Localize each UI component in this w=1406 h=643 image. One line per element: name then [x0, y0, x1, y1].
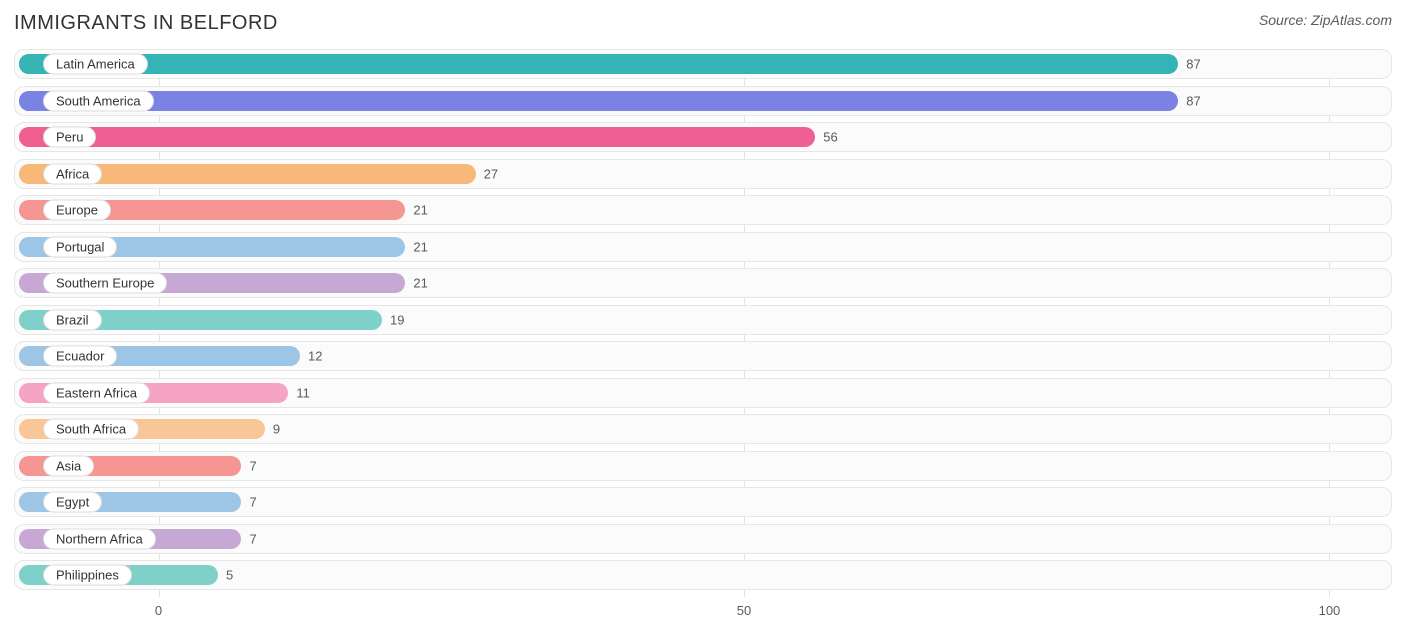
bar — [19, 127, 815, 147]
bar-row: Eastern Africa 11 — [14, 378, 1392, 408]
chart-source: Source: ZipAtlas.com — [1259, 12, 1392, 28]
bar-row: Ecuador 12 — [14, 341, 1392, 371]
bar-value: 7 — [249, 495, 256, 510]
bar-value: 87 — [1186, 93, 1200, 108]
bar-cap — [19, 54, 41, 74]
bar-value: 21 — [413, 276, 427, 291]
bar-row: Egypt 7 — [14, 487, 1392, 517]
bar-value: 7 — [249, 458, 256, 473]
bar-label: Asia — [43, 455, 94, 476]
bar-cap — [19, 164, 41, 184]
bar-value: 12 — [308, 349, 322, 364]
bar-row: Africa 27 — [14, 159, 1392, 189]
chart-rows: Latin America 87 South America 87 Peru 56 Afri… — [14, 49, 1392, 590]
chart-plot: Latin America 87 South America 87 Peru 56 Afri… — [14, 49, 1392, 625]
bar-label: Peru — [43, 127, 96, 148]
bar-cap — [19, 273, 41, 293]
bar-value: 21 — [413, 203, 427, 218]
bar — [19, 91, 1178, 111]
bar-row: Philippines 5 — [14, 560, 1392, 590]
bar-row: Peru 56 — [14, 122, 1392, 152]
bar-cap — [19, 383, 41, 403]
bar-cap — [19, 565, 41, 585]
bar-label: Europe — [43, 200, 111, 221]
bar-cap — [19, 492, 41, 512]
bar-cap — [19, 529, 41, 549]
bar-row: Europe 21 — [14, 195, 1392, 225]
bar-value: 21 — [413, 239, 427, 254]
chart-header: IMMIGRANTS IN BELFORD Source: ZipAtlas.c… — [14, 12, 1392, 35]
bar-row: Portugal 21 — [14, 232, 1392, 262]
bar-value: 19 — [390, 312, 404, 327]
bar-row: South America 87 — [14, 86, 1392, 116]
bar-value: 11 — [296, 385, 310, 400]
bar-value: 56 — [823, 130, 837, 145]
bar-cap — [19, 127, 41, 147]
bar-value: 87 — [1186, 57, 1200, 72]
bar-label: South Africa — [43, 419, 139, 440]
bar-label: Eastern Africa — [43, 382, 150, 403]
bar-row: Brazil 19 — [14, 305, 1392, 335]
bar-row: Northern Africa 7 — [14, 524, 1392, 554]
bar-cap — [19, 310, 41, 330]
bar-value: 7 — [249, 531, 256, 546]
x-tick-label: 50 — [737, 603, 751, 618]
bar-row: Latin America 87 — [14, 49, 1392, 79]
bar-label: Southern Europe — [43, 273, 167, 294]
bar — [19, 54, 1178, 74]
bar-label: Latin America — [43, 54, 148, 75]
bar-label: Brazil — [43, 309, 102, 330]
bar-value: 27 — [484, 166, 498, 181]
bar-row: Southern Europe 21 — [14, 268, 1392, 298]
bar-value: 9 — [273, 422, 280, 437]
bar-label: Egypt — [43, 492, 102, 513]
x-axis: 0 50 100 — [14, 597, 1392, 625]
bar-value: 5 — [226, 568, 233, 583]
bar-cap — [19, 200, 41, 220]
bar-label: Ecuador — [43, 346, 117, 367]
chart-area: Latin America 87 South America 87 Peru 56 Afri… — [14, 49, 1392, 625]
bar-label: Northern Africa — [43, 528, 156, 549]
bar-cap — [19, 456, 41, 476]
bar-label: Philippines — [43, 565, 132, 586]
bar-row: South Africa 9 — [14, 414, 1392, 444]
bar-cap — [19, 237, 41, 257]
x-tick-label: 100 — [1319, 603, 1341, 618]
bar-label: South America — [43, 90, 154, 111]
bar-label: Portugal — [43, 236, 117, 257]
bar-cap — [19, 419, 41, 439]
bar-row: Asia 7 — [14, 451, 1392, 481]
bar-label: Africa — [43, 163, 102, 184]
bar-cap — [19, 346, 41, 366]
chart-title: IMMIGRANTS IN BELFORD — [14, 12, 278, 35]
x-tick-label: 0 — [155, 603, 162, 618]
bar-cap — [19, 91, 41, 111]
